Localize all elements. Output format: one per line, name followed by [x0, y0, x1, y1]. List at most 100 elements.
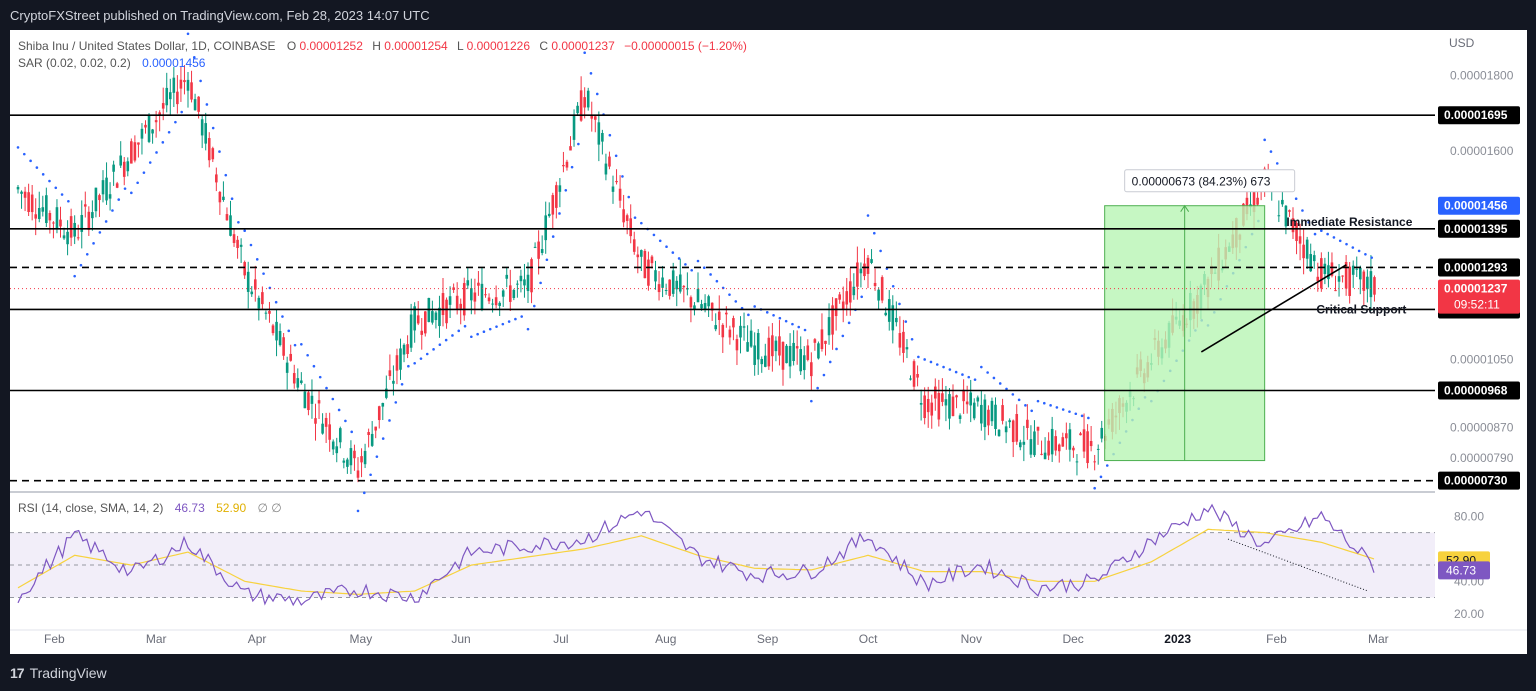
candle-body [285, 362, 289, 373]
candle-body [115, 183, 119, 188]
sar-dot [482, 330, 486, 333]
candle-body [533, 246, 537, 248]
sar-dot [589, 72, 593, 75]
candle-body [944, 399, 948, 406]
sar-dot [728, 293, 731, 296]
legend-o-label: O [287, 39, 296, 53]
sar-dot [652, 233, 656, 237]
legend-rsi-extra: ∅ ∅ [257, 501, 281, 515]
time-tick-label: Dec [1062, 632, 1083, 646]
sar-dot [161, 141, 165, 144]
legend-l-label: L [457, 39, 464, 53]
candle-body [909, 378, 912, 380]
sar-dot [104, 220, 108, 223]
candle-body [586, 90, 590, 108]
rsi-pane[interactable] [10, 503, 1435, 607]
candle-body [629, 218, 633, 237]
tradingview-logo[interactable]: 17 TradingView [10, 665, 107, 681]
sar-dot [526, 327, 530, 331]
sar-dot [866, 214, 870, 217]
sar-dot [904, 320, 908, 323]
candle-body [657, 284, 661, 293]
sar-dot [715, 279, 719, 283]
sar-dot [564, 189, 568, 192]
sar-dot [325, 386, 328, 390]
candle-body [1351, 265, 1355, 275]
sar-dot [60, 193, 64, 196]
sar-dot [810, 399, 813, 403]
candle-body [845, 291, 849, 305]
candle-body [30, 194, 34, 213]
candle-body [179, 79, 183, 89]
sar-dot [394, 401, 398, 404]
ascending-trendline[interactable] [1200, 264, 1347, 353]
candle-body [1068, 429, 1072, 450]
last-price-tag-bg [1438, 279, 1520, 314]
sar-dot [142, 171, 146, 174]
sar-dot [690, 268, 694, 272]
rsi-divergence-line[interactable] [1227, 538, 1369, 592]
sar-dot [476, 332, 479, 336]
candle-body [133, 142, 137, 161]
candle-body [859, 268, 863, 274]
price-and-rsi-chart[interactable]: 0.00000673 (84.23%) 673 Immediate Resista… [10, 30, 1527, 654]
sar-dot [640, 221, 643, 225]
candle-body [969, 392, 973, 406]
candle-body [264, 312, 268, 314]
candle-body [335, 446, 339, 454]
sar-dot [1313, 232, 1317, 236]
candle-body [321, 423, 324, 434]
rsi-sma-line [17, 528, 1375, 595]
candle-body [147, 114, 151, 142]
sar-dot [1049, 404, 1052, 407]
candle-body [1302, 244, 1305, 259]
sar-dot [1080, 414, 1084, 418]
candle-body [551, 195, 555, 215]
sar-dot [155, 151, 158, 154]
sar-dot [218, 150, 221, 153]
sar-dot [1263, 138, 1266, 142]
main-price-pane[interactable]: 0.00000673 (84.23%) 673 Immediate Resista… [10, 32, 1527, 513]
candle-body [399, 348, 402, 370]
candle-body [806, 345, 810, 360]
candle-body [774, 340, 778, 352]
sar-dot [123, 187, 127, 190]
candle-body [955, 395, 958, 398]
candle-body [661, 277, 664, 288]
candle-body [498, 302, 501, 306]
sar-dot [1036, 399, 1040, 403]
price-axis[interactable]: 0.00001800 0.00001600 0.00001050 0.00000870… [1435, 30, 1527, 654]
sar-dot [702, 266, 706, 270]
candle-body [810, 362, 813, 377]
sar-dot [79, 263, 83, 267]
sar-dot [130, 191, 133, 195]
candle-body [314, 418, 317, 424]
sar-dot [1294, 197, 1298, 201]
sar-dot [778, 316, 782, 320]
time-axis[interactable]: Feb Mar Apr May Jun Jul Aug Sep Oct Nov Dec 2023 Feb… [10, 629, 1527, 646]
time-tick-label: Mar [1368, 632, 1389, 646]
sar-dot [344, 419, 347, 423]
rsi-tick-label: 20.00 [1454, 607, 1484, 621]
candle-body [165, 87, 169, 106]
sar-dot [29, 159, 32, 163]
candle-body [519, 275, 523, 282]
sar-dot [293, 343, 297, 347]
candle-body [168, 92, 172, 100]
legend-low: 0.00001226 [467, 39, 531, 53]
candle-body [211, 148, 215, 160]
candle-body [1288, 210, 1291, 212]
candle-body [725, 312, 728, 315]
sar-dot [495, 325, 498, 328]
sar-dot [847, 321, 851, 325]
sar-dot [671, 251, 675, 254]
candle-body [1366, 276, 1369, 290]
candle-body [105, 177, 108, 201]
candle-body [632, 239, 636, 252]
sar-dot [696, 259, 700, 263]
candle-body [604, 163, 608, 175]
candle-body [1295, 222, 1298, 242]
price-tick-label: 0.00000870 [1450, 421, 1514, 435]
level-price-label: 0.00000730 [1438, 471, 1520, 490]
candle-body [930, 402, 934, 416]
